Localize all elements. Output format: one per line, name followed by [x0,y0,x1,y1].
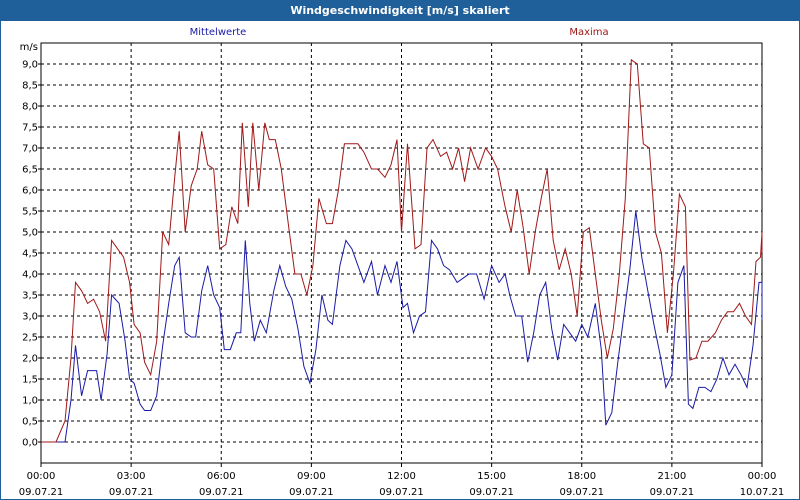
y-axis-label: m/s [20,42,38,53]
y-tick-label: 7,5 [22,123,38,134]
x-tick-time: 06:00 [207,471,236,482]
x-tick-time: 15:00 [477,471,506,482]
y-tick-label: 0,0 [22,438,38,449]
y-tick-label: 8,5 [22,81,38,92]
series-line-mittelwerte [41,210,763,443]
y-tick-label: 2,5 [22,333,38,344]
y-tick-label: 3,5 [22,291,38,302]
x-tick-time: 21:00 [657,471,686,482]
x-tick-time: 12:00 [387,471,416,482]
x-axis: 00:00 09.07.21 03:00 09.07.21 06:00 09.07.21 0… [19,463,785,498]
x-tick-date: 09.07.21 [650,487,695,498]
y-tick-label: 9,0 [22,60,38,71]
y-tick-label: 3,0 [22,312,38,323]
y-tick-label: 6,5 [22,165,38,176]
x-tick-date: 09.07.21 [379,487,424,498]
x-tick-date: 09.07.21 [289,487,334,498]
x-tick-date: 09.07.21 [559,487,604,498]
y-tick-label: 8,0 [22,102,38,113]
x-tick-date: 09.07.21 [469,487,514,498]
series-line-maxima [41,58,763,443]
x-tick-date: 09.07.21 [19,487,64,498]
x-tick-time: 09:00 [297,471,326,482]
y-tick-label: 4,5 [22,249,38,260]
grid [41,43,762,463]
y-tick-label: 2,0 [22,354,38,365]
y-tick-label: 5,0 [22,228,38,239]
x-tick-date: 10.07.21 [740,487,785,498]
legend-maxima: Maxima [569,27,608,38]
y-tick-label: 5,5 [22,207,38,218]
x-tick-time: 18:00 [567,471,596,482]
y-tick-label: 0,5 [22,417,38,428]
x-tick-date: 09.07.21 [109,487,154,498]
x-tick-time: 00:00 [748,471,777,482]
x-tick-time: 00:00 [27,471,56,482]
legend-mittelwerte: Mittelwerte [190,27,247,38]
x-tick-time: 03:00 [117,471,146,482]
y-axis: 0,0 0,5 1,0 1,5 2,0 2,5 3,0 3,5 4,0 4,5 5,0 5,5 6,0 6… [22,60,41,449]
x-tick-date: 09.07.21 [199,487,244,498]
y-tick-label: 1,5 [22,375,38,386]
y-tick-label: 6,0 [22,186,38,197]
y-tick-label: 7,0 [22,144,38,155]
y-tick-label: 4,0 [22,270,38,281]
window-title: Windgeschwindigkeit [m/s] skaliert [1,1,799,21]
series-layer [41,58,763,443]
y-tick-label: 1,0 [22,396,38,407]
